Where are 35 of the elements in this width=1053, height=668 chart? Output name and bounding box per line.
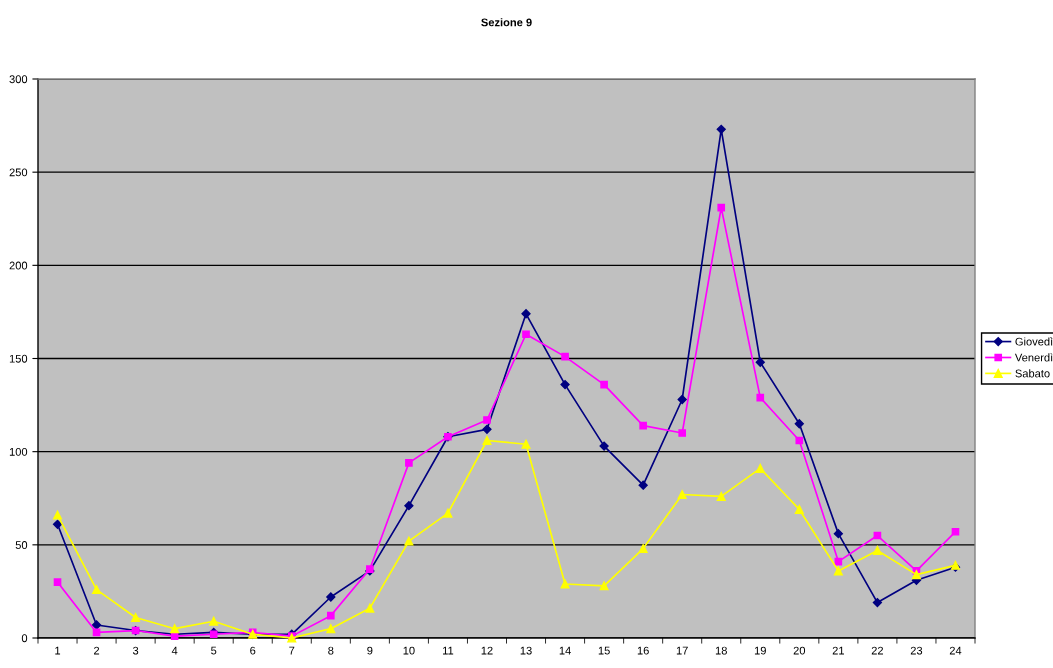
x-tick-label: 17 [676, 646, 688, 655]
y-tick-label: 200 [9, 261, 28, 270]
legend-label: Giovedì [1015, 337, 1053, 346]
x-tick-label: 4 [171, 646, 178, 655]
x-tick-label: 9 [367, 646, 373, 655]
x-tick-label: 11 [443, 646, 454, 655]
x-tick-label: 18 [715, 646, 727, 655]
legend-label: Venerdì [1014, 353, 1053, 362]
y-tick-label: 300 [9, 75, 28, 84]
x-tick-label: 5 [211, 646, 217, 655]
x-tick-label: 23 [910, 646, 923, 655]
x-tick-label: 24 [949, 646, 962, 655]
x-tick-label: 6 [250, 646, 256, 655]
legend-label: Sabato [1015, 369, 1050, 378]
x-tick-label: 8 [328, 646, 334, 655]
y-tick-label: 50 [15, 541, 28, 549]
x-tick-label: 19 [754, 646, 766, 655]
x-tick-label: 14 [559, 646, 571, 655]
x-tick-label: 3 [132, 646, 139, 655]
x-tick-label: 15 [598, 646, 610, 655]
y-tick-label: 0 [21, 634, 28, 643]
x-tick-label: 7 [289, 646, 295, 655]
x-tick-label: 20 [793, 646, 806, 655]
y-tick-label: 100 [9, 447, 28, 456]
x-tick-label: 12 [481, 646, 493, 655]
chart-title: Sezione 9 [481, 18, 532, 27]
x-tick-label: 13 [520, 646, 532, 655]
x-tick-label: 22 [871, 646, 884, 655]
y-tick-label: 150 [9, 354, 28, 363]
x-tick-label: 2 [94, 646, 100, 655]
x-tick-label: 1 [55, 646, 61, 655]
x-tick-label: 16 [637, 646, 649, 655]
x-tick-label: 10 [403, 646, 415, 655]
y-tick-label: 250 [9, 168, 28, 177]
x-tick-label: 21 [832, 646, 844, 655]
